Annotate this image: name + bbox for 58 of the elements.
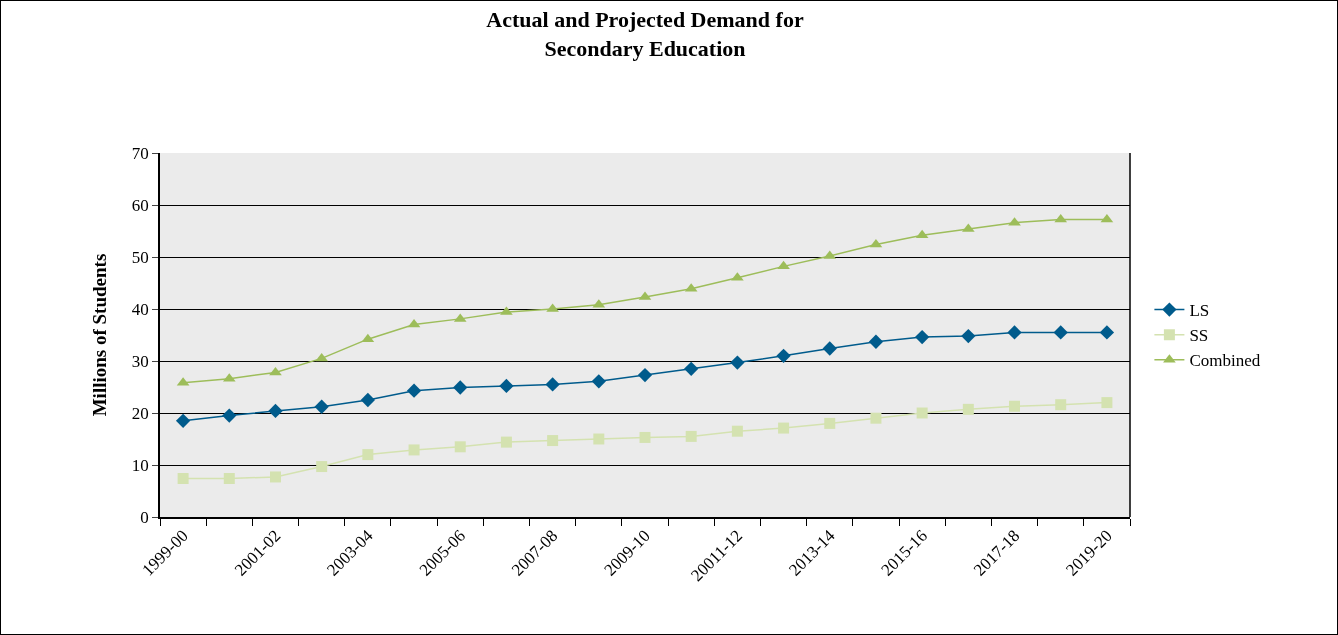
point <box>776 348 791 363</box>
y-tick-label: 50 <box>131 247 149 267</box>
point <box>916 407 928 419</box>
point <box>269 471 281 483</box>
point <box>685 430 697 442</box>
point <box>914 329 930 345</box>
point <box>684 361 699 376</box>
point <box>778 422 790 434</box>
y-tick-label: 60 <box>131 195 149 215</box>
point <box>962 403 974 415</box>
point <box>314 399 329 414</box>
point <box>639 431 651 443</box>
y-tick-label: 20 <box>131 403 149 423</box>
point <box>870 412 882 424</box>
point <box>1009 400 1021 412</box>
point <box>222 408 237 423</box>
y-tick-label: 0 <box>140 507 149 527</box>
point <box>824 417 836 429</box>
point <box>315 352 329 362</box>
y-tick-label: 40 <box>131 299 149 319</box>
point <box>177 473 189 485</box>
point <box>408 444 420 456</box>
point <box>868 334 884 349</box>
legend-label: Combined <box>1189 351 1261 371</box>
point <box>637 367 653 383</box>
point <box>1101 397 1113 409</box>
legend-label: SS <box>1189 326 1209 346</box>
point <box>268 403 283 419</box>
point <box>593 433 605 445</box>
point <box>730 355 745 370</box>
legend-label: LS <box>1189 301 1210 321</box>
point <box>961 328 976 344</box>
point <box>316 461 328 473</box>
point <box>1053 325 1068 340</box>
point <box>822 341 837 356</box>
point <box>1007 325 1022 340</box>
point <box>360 392 376 408</box>
point <box>1099 325 1115 340</box>
y-tick-label: 30 <box>131 351 149 371</box>
y-tick-label: 70 <box>131 143 149 163</box>
point <box>547 435 559 447</box>
point <box>362 449 374 461</box>
point <box>223 473 235 485</box>
point <box>545 377 560 392</box>
point <box>500 436 512 448</box>
chart-title: Actual and Projected Demand for Secondary Education <box>486 7 804 61</box>
point <box>453 380 468 395</box>
point <box>777 260 790 270</box>
point <box>454 441 466 453</box>
point <box>269 366 282 376</box>
point <box>591 374 606 389</box>
y-tick-label: 10 <box>131 455 149 475</box>
y-axis-title: Millions of Students <box>89 253 111 417</box>
point <box>175 413 191 428</box>
point <box>731 425 743 437</box>
point <box>406 383 422 398</box>
point <box>499 378 514 394</box>
point <box>1055 399 1067 411</box>
